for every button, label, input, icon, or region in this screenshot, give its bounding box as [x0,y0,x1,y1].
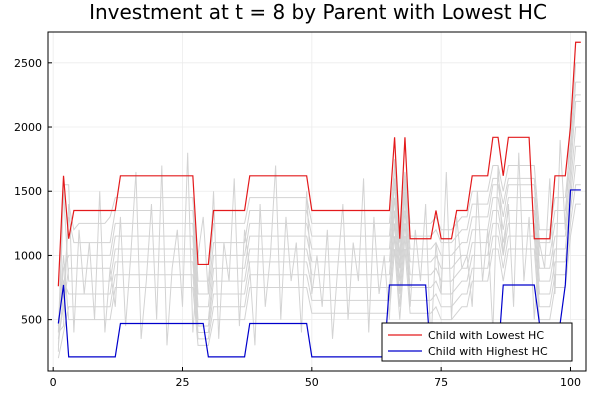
x-tick-label: 25 [176,376,190,389]
axis-ticks: 0 25 50 75 100 500 1000 1500 2000 2500 [14,57,581,389]
y-tick-label: 2500 [14,57,42,70]
x-tick-label: 75 [434,376,448,389]
x-tick-label: 50 [305,376,319,389]
background-series-line-9 [57,94,581,346]
x-tick-label: 100 [560,376,581,389]
background-series-line-6 [57,165,581,333]
y-tick-label: 500 [21,314,42,327]
y-tick-label: 2000 [14,121,42,134]
plot-frame [47,31,587,372]
background-series-line-2 [57,81,581,346]
legend-label-highest-hc: Child with Highest HC [428,345,548,358]
background-series-line-4 [57,126,581,339]
background-series-line-3 [57,100,581,327]
x-tick-label: 0 [50,376,57,389]
background-series-line-1 [57,62,581,333]
legend: Child with Lowest HC Child with Highest … [381,322,573,362]
series-line-lowest-hc [57,41,581,287]
legend-box [381,322,573,362]
y-tick-label: 1000 [14,249,42,262]
y-tick-label: 1500 [14,185,42,198]
background-series-group [57,62,581,359]
background-series-line-7 [57,184,581,359]
background-series-line-5 [57,145,581,352]
chart-title: Investment at t = 8 by Parent with Lowes… [89,0,547,24]
legend-label-lowest-hc: Child with Lowest HC [428,329,544,342]
